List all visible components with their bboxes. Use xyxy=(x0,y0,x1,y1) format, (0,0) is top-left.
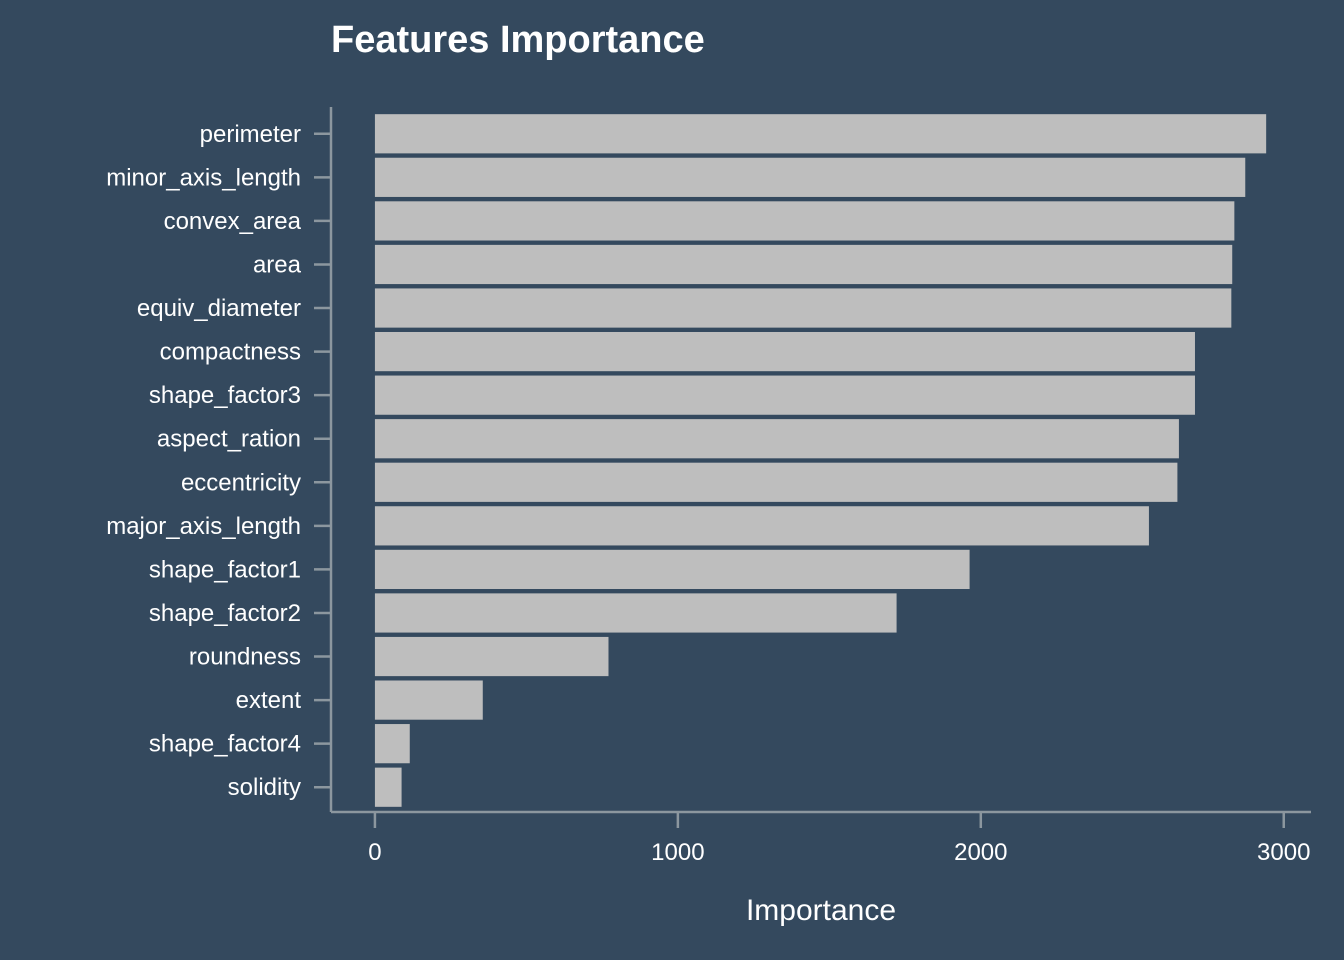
bar-shape_factor1 xyxy=(374,549,970,590)
y-tick-label: perimeter xyxy=(200,121,301,148)
x-tick-label: 0 xyxy=(368,839,381,866)
y-tick-label: equiv_diameter xyxy=(137,295,301,322)
bar-shape_factor2 xyxy=(374,593,897,633)
bar-eccentricity xyxy=(374,462,1178,502)
bar-shape_factor3 xyxy=(374,375,1195,415)
bar-equiv_diameter xyxy=(374,288,1232,328)
x-tick-label: 1000 xyxy=(651,839,704,866)
x-axis: 0 1000 2000 3000 xyxy=(331,810,1311,866)
bar-perimeter xyxy=(374,114,1267,154)
bars-layer xyxy=(374,114,1267,807)
y-tick-label: aspect_ration xyxy=(157,426,301,453)
y-tick-label: major_axis_length xyxy=(106,513,301,540)
x-tick-label: 3000 xyxy=(1257,839,1310,866)
y-tick-label: compactness xyxy=(160,339,301,366)
y-tick-label: solidity xyxy=(228,774,301,801)
bar-minor_axis_length xyxy=(374,157,1246,197)
bar-solidity xyxy=(374,767,402,807)
x-axis-title: Importance xyxy=(746,894,896,927)
bar-compactness xyxy=(374,331,1195,372)
bar-aspect_ration xyxy=(374,419,1179,459)
y-axis: perimeter minor_axis_length convex_areaare… xyxy=(106,107,333,812)
y-tick-label: minor_axis_length xyxy=(106,164,301,191)
bar-extent xyxy=(374,680,483,720)
y-tick-label: area xyxy=(253,251,302,278)
bar-shape_factor4 xyxy=(374,724,410,764)
y-tick-label: roundness xyxy=(189,644,301,671)
y-tick-label: extent xyxy=(236,687,302,714)
y-tick-label: shape_factor4 xyxy=(149,731,301,758)
chart-title: Features Importance xyxy=(331,19,705,61)
y-tick-label: eccentricity xyxy=(181,469,301,496)
bar-area xyxy=(374,244,1233,285)
y-tick-label: convex_area xyxy=(164,208,302,235)
x-tick-label: 2000 xyxy=(954,839,1007,866)
y-tick-label: shape_factor1 xyxy=(149,556,301,583)
bar-convex_area xyxy=(374,201,1235,241)
bar-major_axis_length xyxy=(374,506,1149,546)
bar-roundness xyxy=(374,636,609,677)
y-tick-label: shape_factor3 xyxy=(149,382,301,409)
y-tick-label: shape_factor2 xyxy=(149,600,301,627)
